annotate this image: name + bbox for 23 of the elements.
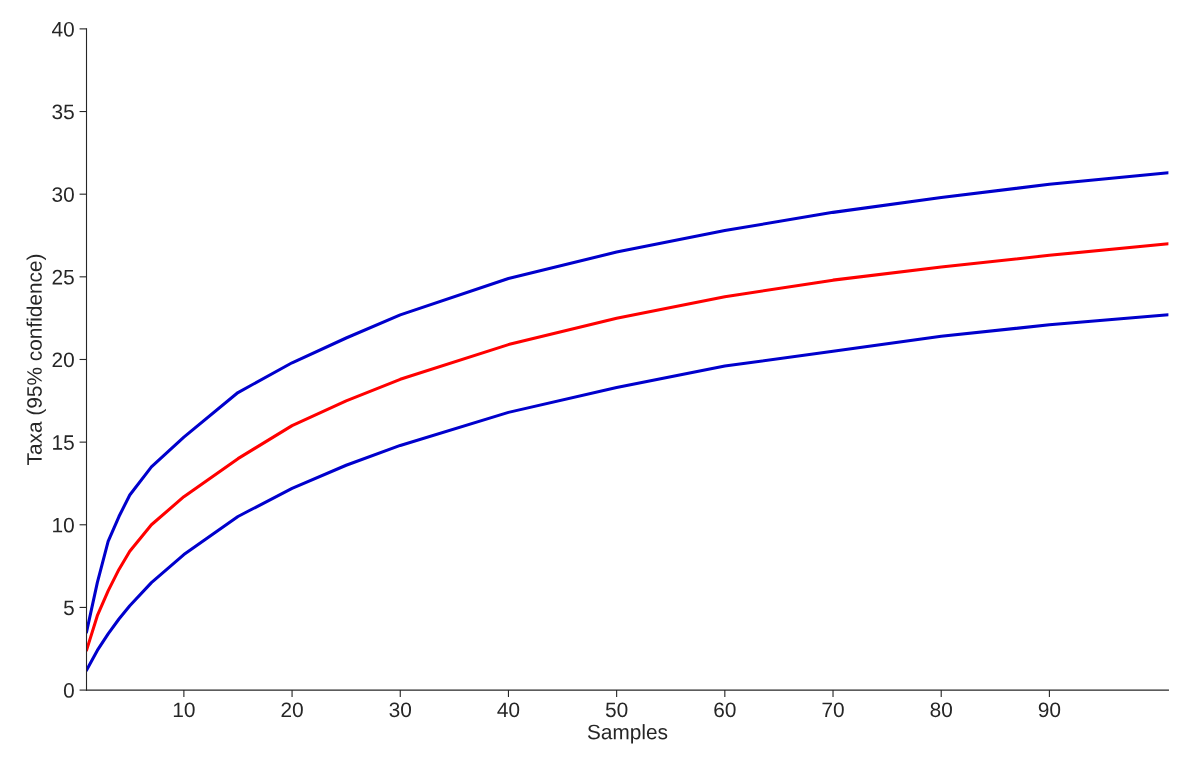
x-tick-label: 10 [173,702,195,718]
y-tick-label: 15 [53,435,74,450]
y-tick-label: 40 [52,21,74,37]
x-tick-label: 70 [822,702,844,718]
y-tick-label: 25 [52,269,74,285]
line-series [86,313,1169,672]
line-series [86,171,1169,634]
y-tick-label: 35 [52,104,74,120]
x-tick-label: 30 [389,702,412,718]
x-tick-label: 90 [1038,702,1061,718]
y-tick-label: 20 [52,352,74,368]
x-tick-label: 60 [714,702,736,718]
x-tick-label: 80 [930,702,952,718]
x-tick-label: 20 [281,702,303,718]
line-series [86,242,1169,652]
y-tick-label: 10 [53,517,74,533]
y-axis-title: Taxa (95% confidence) [26,254,46,465]
y-tick-label: 30 [52,187,74,202]
y-tick-label: 0 [63,683,74,698]
x-tick-label: 40 [497,702,520,718]
y-tick-label: 5 [63,600,74,616]
x-axis-title: Samples [587,724,668,744]
x-tick-label: 50 [605,702,628,718]
